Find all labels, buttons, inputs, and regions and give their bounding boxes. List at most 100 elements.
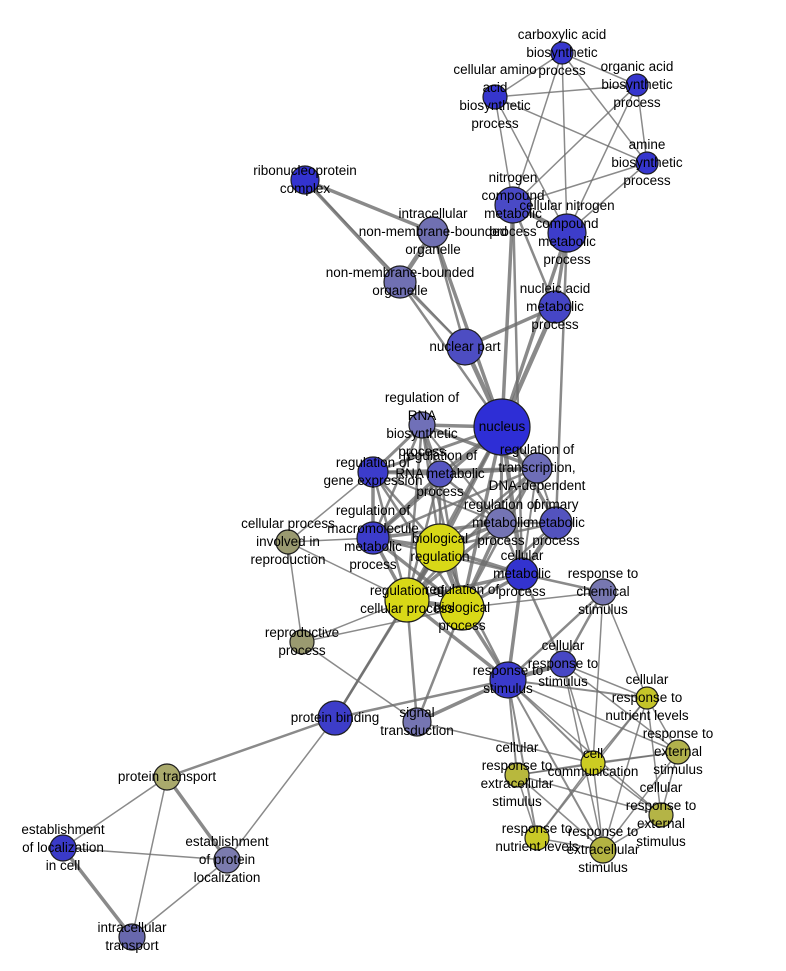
graph-edge-protBind-estProtLoc[interactable] xyxy=(226,717,336,861)
node-nucpart[interactable] xyxy=(446,328,484,366)
node-regGene[interactable] xyxy=(357,456,389,488)
node-ncmp[interactable] xyxy=(494,186,532,224)
node-repro[interactable] xyxy=(289,629,315,655)
node-caa[interactable] xyxy=(482,84,508,110)
graph-edge-org-ncmp[interactable] xyxy=(512,84,638,206)
node-nam[interactable] xyxy=(538,290,572,324)
node-estProtLoc[interactable] xyxy=(213,846,241,874)
graph-edge-regGene-regMet[interactable] xyxy=(372,471,502,524)
graph-edge-cpir-repro[interactable] xyxy=(287,541,303,643)
graph-edge-respStim-cellComm[interactable] xyxy=(507,679,594,764)
graph-edge-respStim-cellRespNut[interactable] xyxy=(507,679,648,699)
graph-edge-org-caa[interactable] xyxy=(494,84,638,98)
graph-edge-respStim-respNut[interactable] xyxy=(507,679,538,839)
node-regMacro[interactable] xyxy=(356,521,390,555)
graph-edge-cellComm-cellRespExt[interactable] xyxy=(592,762,662,816)
graph-edge-carb-cncmp[interactable] xyxy=(561,52,568,234)
graph-edge-protTrans-intraTrans[interactable] xyxy=(131,776,168,938)
node-cellmet[interactable] xyxy=(505,557,539,591)
graph-edge-protBind-protTrans[interactable] xyxy=(165,716,337,779)
node-regRNAbio[interactable] xyxy=(408,411,436,439)
graph-edge-cellRespStim-cellRespNut[interactable] xyxy=(562,663,648,699)
graph-edge-estLocCell-estProtLoc[interactable] xyxy=(62,847,228,861)
graph-edge-sigTrans-cellComm[interactable] xyxy=(416,721,594,764)
graph-edge-respStim-protBind[interactable] xyxy=(333,678,510,720)
graph-edge-regBio-respChem[interactable] xyxy=(461,591,604,609)
graph-edge-cpir-regGene[interactable] xyxy=(287,471,374,543)
graph-edge-rnp-inmbo[interactable] xyxy=(303,178,435,234)
node-protBind[interactable] xyxy=(317,700,353,736)
node-cncmp[interactable] xyxy=(547,213,587,253)
graph-edge-respStim-cellRespExt[interactable] xyxy=(507,679,662,816)
graph-edge-respChem-cellRespNut[interactable] xyxy=(602,591,648,699)
node-sigTrans[interactable] xyxy=(402,707,432,737)
graph-edge-respStim-respExtr[interactable] xyxy=(507,679,604,851)
node-cellRespStim[interactable] xyxy=(549,650,577,678)
graph-edge-estLocCell-intraTrans[interactable] xyxy=(61,846,134,939)
graph-edge-respChem-respStim[interactable] xyxy=(506,590,605,682)
node-regMet[interactable] xyxy=(485,507,517,539)
node-bioReg[interactable] xyxy=(415,523,465,573)
node-regBio[interactable] xyxy=(439,585,485,631)
graph-edge-caa-cncmp[interactable] xyxy=(494,96,568,234)
graph-edge-regBio-repro[interactable] xyxy=(301,607,463,643)
node-respExtr[interactable] xyxy=(589,836,617,864)
graph-edge-regCell-protBind[interactable] xyxy=(333,598,409,720)
graph-edge-protTrans-estProtLoc[interactable] xyxy=(165,775,229,862)
graph-edge-cellComm-cellRespExtr[interactable] xyxy=(516,762,594,776)
node-regRNAmet[interactable] xyxy=(426,460,454,488)
node-org[interactable] xyxy=(625,73,649,97)
node-inmbo[interactable] xyxy=(417,216,449,248)
graph-edge-cellRespNut-cellRespExt[interactable] xyxy=(646,697,662,816)
node-rnp[interactable] xyxy=(290,165,320,195)
graph-edge-repro-sigTrans[interactable] xyxy=(301,641,418,723)
graph-edge-carb-amine[interactable] xyxy=(561,52,648,164)
graph-edge-cncmp-nucleus[interactable] xyxy=(500,231,569,429)
node-protTrans[interactable] xyxy=(153,763,181,791)
node-primary[interactable] xyxy=(539,506,573,540)
node-intraTrans[interactable] xyxy=(118,923,146,951)
node-cellRespNut[interactable] xyxy=(635,686,659,710)
graph-edge-carb-org[interactable] xyxy=(561,52,638,86)
graph-edge-cellRespStim-respExt[interactable] xyxy=(562,663,679,753)
node-estLocCell[interactable] xyxy=(49,834,77,862)
graph-edge-amine-ncmp[interactable] xyxy=(512,162,648,206)
graph-edge-estProtLoc-intraTrans[interactable] xyxy=(131,859,228,938)
graph-edge-regTransc-regMacro[interactable] xyxy=(371,466,539,540)
node-cpir[interactable] xyxy=(275,529,301,555)
graph-edge-cncmp-primary[interactable] xyxy=(554,231,569,525)
graph-edge-nucleus-regBio[interactable] xyxy=(460,425,504,610)
graph-edge-carb-ncmp[interactable] xyxy=(512,52,563,206)
graph-edge-protTrans-estLocCell[interactable] xyxy=(62,776,168,849)
node-cellRespExtr[interactable] xyxy=(504,762,530,788)
graph-edge-cellRespExtr-cellRespExt[interactable] xyxy=(516,774,662,816)
node-carb[interactable] xyxy=(550,41,574,65)
node-regCell[interactable] xyxy=(384,577,430,623)
node-regTransc[interactable] xyxy=(521,452,553,484)
graph-edge-org-amine[interactable] xyxy=(636,84,648,164)
graph-edge-caa-amine[interactable] xyxy=(494,96,648,164)
graph-edge-respChem-cellRespStim[interactable] xyxy=(561,590,605,666)
graph-edge-cellComm-respNut[interactable] xyxy=(536,762,594,839)
graph-edge-carb-caa[interactable] xyxy=(494,52,563,98)
node-nucleus[interactable] xyxy=(473,398,531,456)
graph-edge-respExt-respExtr[interactable] xyxy=(602,751,679,851)
node-respNut[interactable] xyxy=(524,825,550,851)
node-amine[interactable] xyxy=(635,151,659,175)
graph-edge-respStim-respExt[interactable] xyxy=(507,679,679,753)
node-nmbo[interactable] xyxy=(383,265,417,299)
graph-edge-regRNAbio-regTransc[interactable] xyxy=(420,423,539,470)
graph-edge-ncmp-nucleus[interactable] xyxy=(500,203,515,429)
node-respChem[interactable] xyxy=(589,578,617,606)
graph-edge-cellRespExtr-respExtr[interactable] xyxy=(516,774,604,851)
node-respStim[interactable] xyxy=(489,661,527,699)
graph-edge-cellRespNut-respExtr[interactable] xyxy=(602,697,648,851)
node-respExt[interactable] xyxy=(665,739,691,765)
graph-edge-regRNAbio-regCell[interactable] xyxy=(405,423,424,602)
node-cellComm[interactable] xyxy=(580,750,606,776)
graph-edge-cellComm-respExtr[interactable] xyxy=(592,762,604,851)
graph-edge-org-cncmp[interactable] xyxy=(566,84,638,234)
node-cellRespExt[interactable] xyxy=(648,802,674,828)
graph-edge-regTransc-cellmet[interactable] xyxy=(521,467,538,575)
graph-edge-cellRespStim-cellComm[interactable] xyxy=(562,663,594,764)
